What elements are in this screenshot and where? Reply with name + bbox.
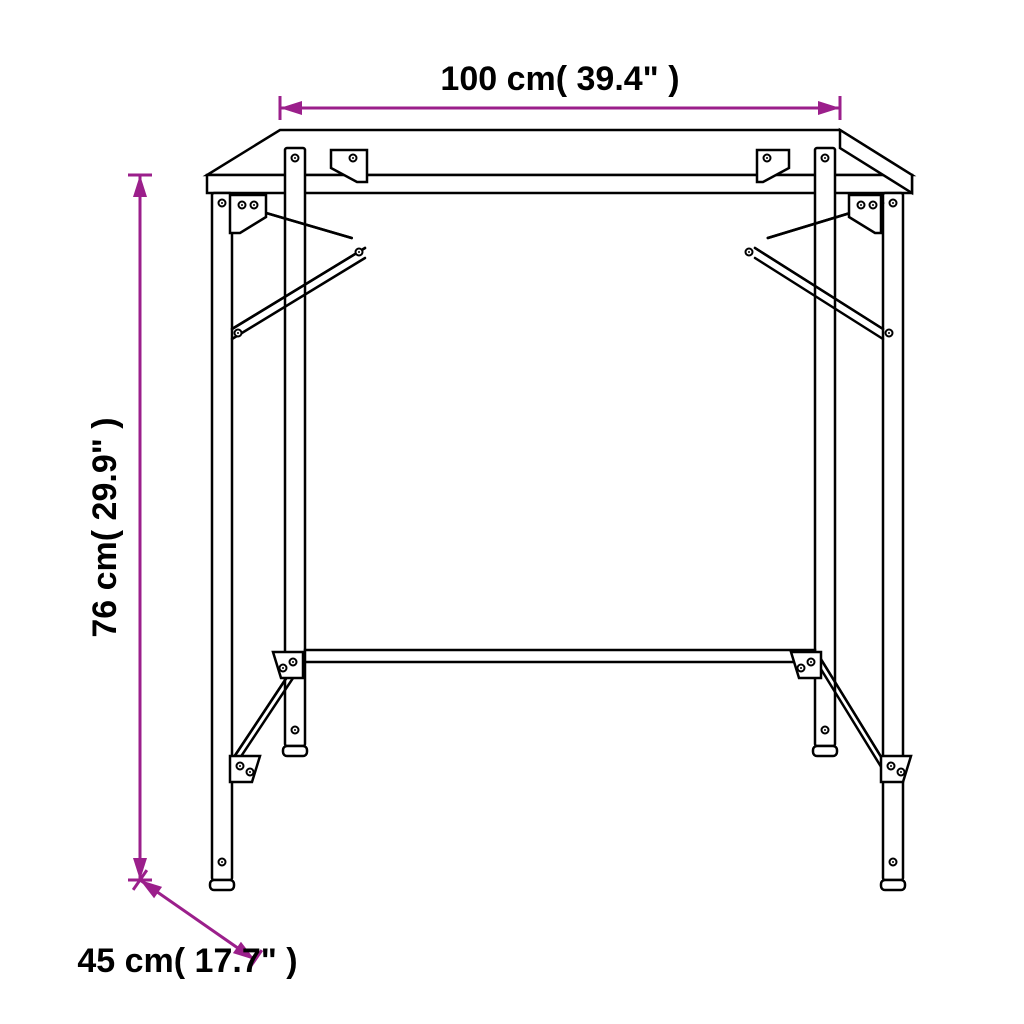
height-label: 76 cm( 29.9" ): [86, 417, 124, 637]
width-label: 100 cm( 39.4" ): [440, 60, 679, 98]
depth-label: 45 cm( 17.7" ): [77, 942, 297, 980]
